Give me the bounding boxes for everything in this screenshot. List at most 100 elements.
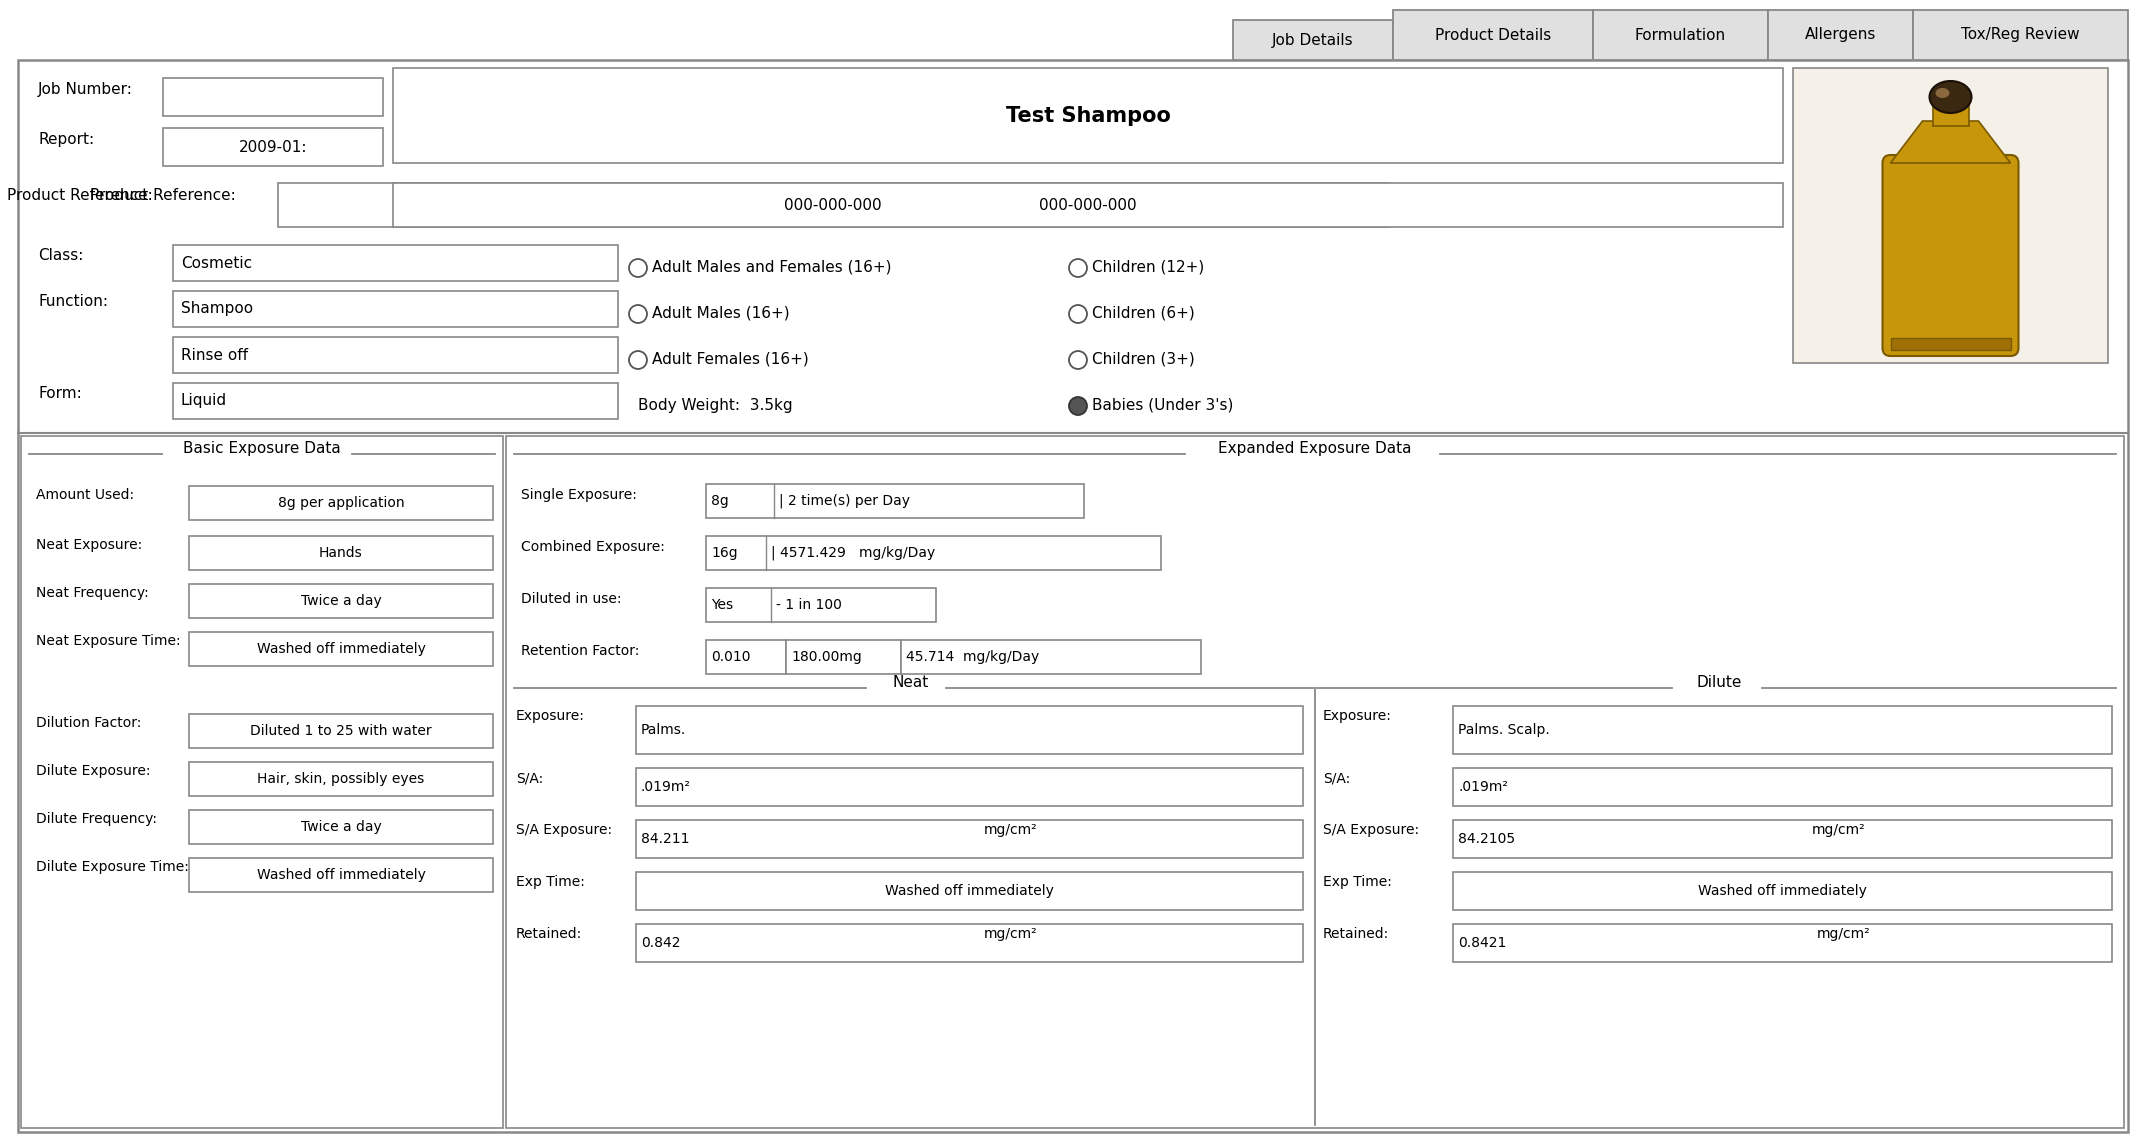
Bar <box>174 337 618 373</box>
Text: 84.211: 84.211 <box>642 832 689 847</box>
Text: Twice a day: Twice a day <box>300 820 382 834</box>
Text: Class:: Class: <box>39 248 84 263</box>
Text: Washed off immediately: Washed off immediately <box>1697 884 1867 898</box>
Bar <box>635 820 1303 858</box>
Text: Hair, skin, possibly eyes: Hair, skin, possibly eyes <box>258 772 425 786</box>
Text: mg/cm²: mg/cm² <box>1811 823 1865 837</box>
Text: Retained:: Retained: <box>515 927 582 942</box>
Text: Hands: Hands <box>320 546 363 561</box>
Bar <box>635 706 1303 754</box>
Text: Diluted in use:: Diluted in use: <box>521 591 622 606</box>
Bar <box>189 858 494 892</box>
Bar <box>635 872 1303 909</box>
Text: 45.714  mg/kg/Day: 45.714 mg/kg/Day <box>906 650 1039 664</box>
Bar <box>506 436 2125 1128</box>
Text: Shampoo: Shampoo <box>180 302 253 317</box>
Text: Product Details: Product Details <box>1436 27 1552 42</box>
Text: 0.010: 0.010 <box>710 650 751 664</box>
Bar <box>1768 10 1912 59</box>
Text: Dilute Frequency:: Dilute Frequency: <box>36 812 157 826</box>
Text: Dilute Exposure:: Dilute Exposure: <box>36 764 150 778</box>
Bar <box>785 639 901 674</box>
Text: | 2 time(s) per Day: | 2 time(s) per Day <box>779 494 910 508</box>
Bar <box>1934 101 1968 126</box>
Text: Children (6+): Children (6+) <box>1092 305 1195 321</box>
Text: Adult Males (16+): Adult Males (16+) <box>652 305 790 321</box>
Text: Body Weight:  3.5kg: Body Weight: 3.5kg <box>637 398 792 413</box>
Bar <box>1453 820 2112 858</box>
Text: Allergens: Allergens <box>1805 27 1876 42</box>
Bar <box>1453 768 2112 807</box>
Text: Retention Factor:: Retention Factor: <box>521 644 640 658</box>
Bar <box>189 486 494 521</box>
Bar <box>189 714 494 748</box>
Text: 000-000-000: 000-000-000 <box>783 198 882 213</box>
Bar <box>163 128 382 166</box>
Text: .019m²: .019m² <box>642 780 691 794</box>
Text: | 4571.429   mg/kg/Day: | 4571.429 mg/kg/Day <box>770 546 936 561</box>
Text: Children (3+): Children (3+) <box>1092 352 1195 367</box>
Text: Dilute Exposure Time:: Dilute Exposure Time: <box>36 860 189 874</box>
Text: 8g: 8g <box>710 494 730 508</box>
Bar <box>1453 872 2112 909</box>
Text: 000-000-000: 000-000-000 <box>1039 198 1137 213</box>
Bar <box>901 639 1202 674</box>
Text: Combined Exposure:: Combined Exposure: <box>521 540 665 554</box>
Text: Product Reference:: Product Reference: <box>90 188 236 202</box>
Bar <box>21 436 502 1128</box>
Text: Formulation: Formulation <box>1635 27 1725 42</box>
Bar <box>1891 337 2011 350</box>
Bar <box>706 639 785 674</box>
Bar <box>635 924 1303 962</box>
Text: Washed off immediately: Washed off immediately <box>258 642 425 656</box>
Bar <box>174 383 618 419</box>
Ellipse shape <box>1929 81 1972 113</box>
Bar <box>706 588 936 622</box>
Bar <box>174 245 618 281</box>
Text: Neat Exposure Time:: Neat Exposure Time: <box>36 634 180 648</box>
Bar <box>189 583 494 618</box>
Bar <box>1592 10 1768 59</box>
Text: Product Reference:: Product Reference: <box>6 188 152 202</box>
Text: mg/cm²: mg/cm² <box>985 823 1039 837</box>
Text: 8g per application: 8g per application <box>277 496 403 510</box>
Text: Basic Exposure Data: Basic Exposure Data <box>182 440 341 456</box>
Text: Cosmetic: Cosmetic <box>180 255 251 270</box>
Text: Twice a day: Twice a day <box>300 594 382 607</box>
Bar <box>1453 924 2112 962</box>
Bar <box>1393 10 1592 59</box>
Text: S/A:: S/A: <box>515 771 543 785</box>
Polygon shape <box>1891 121 2011 162</box>
Text: Liquid: Liquid <box>180 394 227 408</box>
Bar <box>163 78 382 116</box>
Circle shape <box>1069 397 1088 415</box>
Text: Neat: Neat <box>893 675 929 690</box>
Text: - 1 in 100: - 1 in 100 <box>777 598 841 612</box>
Text: 0.8421: 0.8421 <box>1457 936 1506 950</box>
Text: mg/cm²: mg/cm² <box>985 927 1039 942</box>
Bar <box>1912 10 2129 59</box>
Text: 2009-01:: 2009-01: <box>238 140 307 154</box>
Text: Expanded Exposure Data: Expanded Exposure Data <box>1219 440 1412 456</box>
Text: Dilution Factor:: Dilution Factor: <box>36 716 142 730</box>
Text: Function:: Function: <box>39 294 107 309</box>
Text: Yes: Yes <box>710 598 734 612</box>
Text: Test Shampoo: Test Shampoo <box>1006 105 1170 126</box>
Text: Job Number:: Job Number: <box>39 82 133 97</box>
FancyBboxPatch shape <box>1882 154 2019 356</box>
Text: Adult Males and Females (16+): Adult Males and Females (16+) <box>652 260 891 275</box>
Text: Exp Time:: Exp Time: <box>1322 875 1393 889</box>
Text: Washed off immediately: Washed off immediately <box>258 868 425 882</box>
Text: Children (12+): Children (12+) <box>1092 260 1204 275</box>
Text: 16g: 16g <box>710 546 738 561</box>
Text: Single Exposure:: Single Exposure: <box>521 488 637 502</box>
Bar <box>189 631 494 666</box>
Text: Report:: Report: <box>39 132 94 146</box>
Bar <box>1234 19 1393 59</box>
Bar <box>706 484 1084 518</box>
Bar <box>279 183 1388 227</box>
Text: 180.00mg: 180.00mg <box>792 650 863 664</box>
Text: Palms. Scalp.: Palms. Scalp. <box>1457 723 1549 737</box>
Text: mg/cm²: mg/cm² <box>1818 927 1871 942</box>
Text: Adult Females (16+): Adult Females (16+) <box>652 352 809 367</box>
